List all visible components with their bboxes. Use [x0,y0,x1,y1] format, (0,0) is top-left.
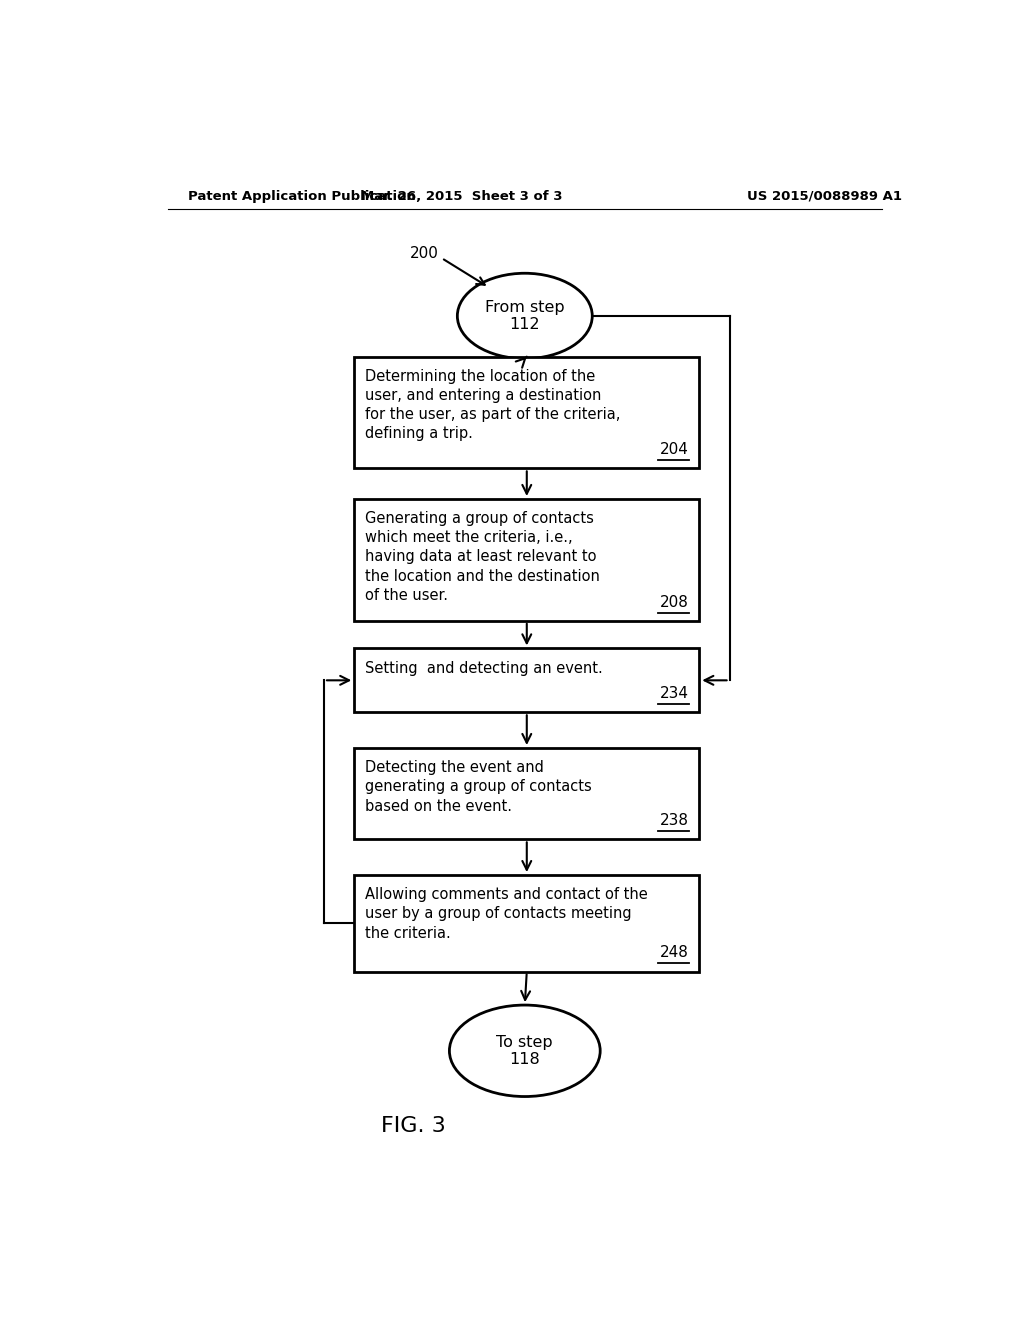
Bar [354,499,699,620]
Bar [354,875,699,972]
Text: Determining the location of the
user, and entering a destination
for the user, a: Determining the location of the user, an… [366,368,621,441]
Text: Generating a group of contacts
which meet the criteria, i.e.,
having data at lea: Generating a group of contacts which mee… [366,511,600,603]
Text: 208: 208 [660,595,689,610]
Ellipse shape [458,273,592,359]
Text: 238: 238 [660,813,689,828]
Text: FIG. 3: FIG. 3 [381,1115,446,1137]
Text: Allowing comments and contact of the
user by a group of contacts meeting
the cri: Allowing comments and contact of the use… [366,887,648,941]
Text: US 2015/0088989 A1: US 2015/0088989 A1 [748,190,902,202]
Ellipse shape [450,1005,600,1097]
Text: To step
118: To step 118 [497,1035,553,1067]
Text: 200: 200 [410,247,438,261]
Text: 234: 234 [660,686,689,701]
Text: Setting  and detecting an event.: Setting and detecting an event. [366,660,603,676]
Text: Detecting the event and
generating a group of contacts
based on the event.: Detecting the event and generating a gro… [366,760,592,813]
Text: 248: 248 [660,945,689,961]
Bar [354,748,699,840]
Text: Mar. 26, 2015  Sheet 3 of 3: Mar. 26, 2015 Sheet 3 of 3 [360,190,562,202]
Text: 204: 204 [660,442,689,457]
Bar [354,648,699,713]
Text: From step
112: From step 112 [485,300,564,333]
Bar [354,356,699,469]
Text: Patent Application Publication: Patent Application Publication [187,190,416,202]
